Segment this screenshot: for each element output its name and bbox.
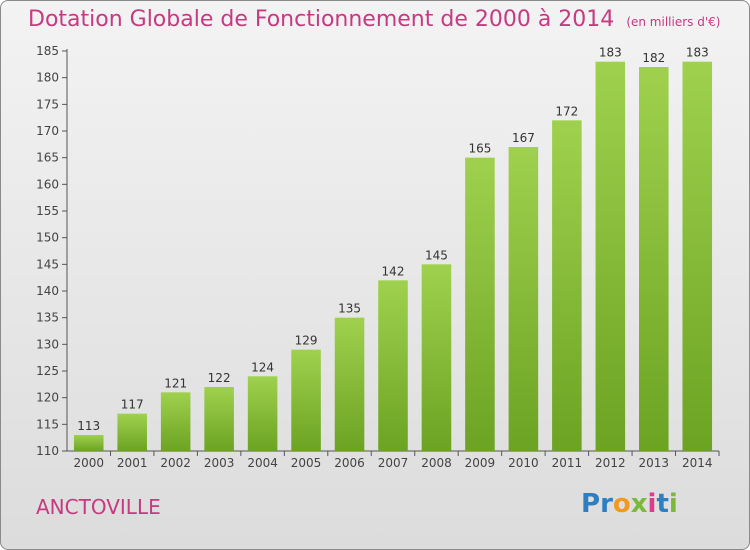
x-tick-label: 2005 bbox=[291, 456, 322, 470]
y-tick-label: 150 bbox=[36, 231, 59, 245]
logo-letter: o bbox=[612, 489, 631, 519]
y-tick-label: 175 bbox=[36, 97, 59, 111]
bar bbox=[73, 435, 104, 451]
bar bbox=[291, 349, 321, 451]
bar-value-label: 145 bbox=[425, 248, 448, 262]
y-tick-label: 130 bbox=[36, 337, 59, 351]
bar bbox=[465, 157, 495, 451]
logo-letter: i bbox=[647, 489, 657, 519]
x-tick-label: 2013 bbox=[639, 456, 670, 470]
chart-subtitle: (en milliers d'€) bbox=[626, 15, 721, 29]
x-tick-label: 2014 bbox=[682, 456, 713, 470]
bar-value-label: 183 bbox=[686, 46, 709, 60]
bar-value-label: 142 bbox=[382, 264, 405, 278]
bar-value-label: 165 bbox=[468, 142, 491, 156]
bar-value-label: 113 bbox=[77, 419, 100, 433]
bar-value-label: 172 bbox=[555, 104, 578, 118]
bar-value-label: 121 bbox=[164, 376, 187, 390]
bar bbox=[552, 120, 582, 451]
bar bbox=[334, 317, 365, 451]
x-tick-label: 2008 bbox=[421, 456, 452, 470]
y-tick-label: 145 bbox=[36, 257, 59, 271]
x-tick-label: 2000 bbox=[73, 456, 104, 470]
y-tick-label: 125 bbox=[36, 364, 59, 378]
chart-title: Dotation Globale de Fonctionnement de 20… bbox=[28, 7, 720, 32]
x-tick-label: 2010 bbox=[508, 456, 539, 470]
bar-value-label: 122 bbox=[208, 371, 231, 385]
logo-letter: r bbox=[600, 489, 613, 519]
bar bbox=[639, 67, 669, 451]
y-tick-label: 110 bbox=[36, 444, 59, 458]
bar-value-label: 129 bbox=[295, 334, 318, 348]
y-tick-label: 170 bbox=[36, 124, 59, 138]
x-tick-label: 2011 bbox=[552, 456, 583, 470]
y-tick-label: 120 bbox=[36, 391, 59, 405]
proxiti-logo: Proxiti bbox=[581, 489, 678, 519]
x-tick-label: 2007 bbox=[378, 456, 409, 470]
bar-value-label: 183 bbox=[599, 46, 622, 60]
logo-letter: P bbox=[581, 489, 601, 519]
bar bbox=[682, 61, 713, 452]
y-tick-label: 185 bbox=[36, 44, 59, 58]
bar bbox=[508, 147, 539, 451]
x-tick-label: 2003 bbox=[204, 456, 235, 470]
logo-letter: i bbox=[668, 489, 678, 519]
bar-value-label: 182 bbox=[642, 51, 665, 65]
x-tick-label: 2004 bbox=[247, 456, 278, 470]
bar bbox=[421, 264, 452, 451]
y-tick-label: 115 bbox=[36, 417, 59, 431]
y-tick-label: 165 bbox=[36, 151, 59, 165]
bar bbox=[160, 392, 191, 451]
logo-letter: x bbox=[630, 489, 648, 519]
bar bbox=[595, 61, 626, 452]
bar-value-label: 117 bbox=[121, 398, 144, 412]
bar-value-label: 167 bbox=[512, 131, 535, 145]
x-tick-label: 2001 bbox=[117, 456, 148, 470]
bar bbox=[117, 413, 147, 451]
x-tick-label: 2006 bbox=[334, 456, 365, 470]
y-tick-label: 140 bbox=[36, 284, 59, 298]
bar bbox=[378, 280, 408, 451]
y-tick-label: 160 bbox=[36, 177, 59, 191]
bar bbox=[204, 387, 234, 451]
title-text: Dotation Globale de Fonctionnement de 20… bbox=[28, 7, 615, 32]
bar bbox=[247, 376, 278, 451]
bar-value-label: 135 bbox=[338, 302, 361, 316]
bar-value-label: 124 bbox=[251, 360, 274, 374]
y-tick-label: 180 bbox=[36, 71, 59, 85]
x-tick-label: 2012 bbox=[595, 456, 626, 470]
logo-letter: t bbox=[656, 489, 669, 519]
x-tick-label: 2002 bbox=[160, 456, 191, 470]
y-tick-label: 155 bbox=[36, 204, 59, 218]
x-tick-label: 2009 bbox=[465, 456, 496, 470]
y-tick-label: 135 bbox=[36, 311, 59, 325]
commune-name: ANCTOVILLE bbox=[36, 495, 161, 519]
